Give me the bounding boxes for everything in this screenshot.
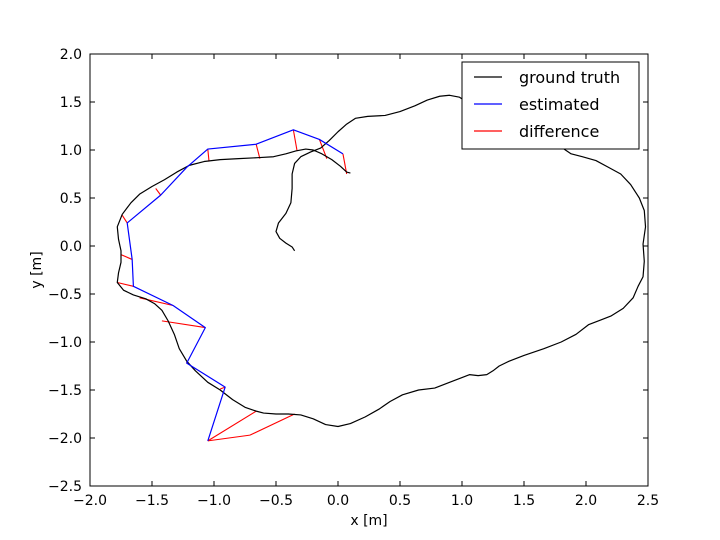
difference-segment (207, 148, 210, 162)
x-tick-label: −1.0 (197, 493, 231, 509)
legend-entries: ground truth estimated difference (474, 68, 620, 141)
y-axis-ticks: −2.5 −2.0 −1.5 −1.0 −0.5 0.0 0.5 1.0 1.5 2.0 (48, 47, 648, 495)
x-tick-label: −2.0 (73, 493, 107, 509)
x-tick-label: 1.0 (451, 493, 473, 509)
y-tick-label: −2.5 (48, 479, 82, 495)
difference-segment (255, 144, 261, 159)
difference-segment (121, 214, 128, 224)
y-tick-label: −2.0 (48, 431, 82, 447)
difference-segment (292, 129, 298, 152)
x-tick-label: −1.5 (135, 493, 169, 509)
x-tick-label: 0.0 (327, 493, 349, 509)
series-ground-truth-line (116, 94, 647, 428)
difference-segment (342, 153, 348, 175)
x-tick-label: 2.0 (575, 493, 597, 509)
x-tick-label: 2.5 (637, 493, 659, 509)
y-tick-label: 0.5 (60, 191, 82, 207)
series-estimated-line (126, 129, 344, 442)
legend-label: difference (519, 122, 599, 141)
y-tick-label: −1.0 (48, 335, 82, 351)
y-tick-label: −0.5 (48, 287, 82, 303)
difference-segment (249, 413, 295, 436)
x-tick-label: 0.5 (389, 493, 411, 509)
y-tick-label: 2.0 (60, 47, 82, 63)
difference-segment (207, 434, 251, 442)
y-tick-label: −1.5 (48, 383, 82, 399)
x-tick-label: −0.5 (259, 493, 293, 509)
difference-segment (220, 386, 226, 390)
x-axis-label: x [m] (350, 513, 387, 529)
difference-segment (117, 281, 134, 287)
legend: ground truth estimated difference (461, 61, 640, 150)
plot-border (89, 53, 649, 487)
difference-segment (155, 188, 162, 196)
y-tick-label: 1.0 (60, 143, 82, 159)
series-lines (116, 94, 647, 442)
y-tick-label: 0.0 (60, 239, 82, 255)
x-tick-label: 1.5 (513, 493, 535, 509)
difference-segment (207, 410, 257, 442)
legend-label: estimated (519, 95, 600, 114)
difference-segment (120, 254, 133, 260)
legend-label: ground truth (519, 68, 620, 87)
y-axis-label: y [m] (29, 251, 45, 288)
y-tick-label: 1.5 (60, 95, 82, 111)
x-axis-ticks: −2.0 −1.5 −1.0 −0.5 0.0 0.5 1.0 1.5 2.0 2.5 (73, 54, 659, 509)
